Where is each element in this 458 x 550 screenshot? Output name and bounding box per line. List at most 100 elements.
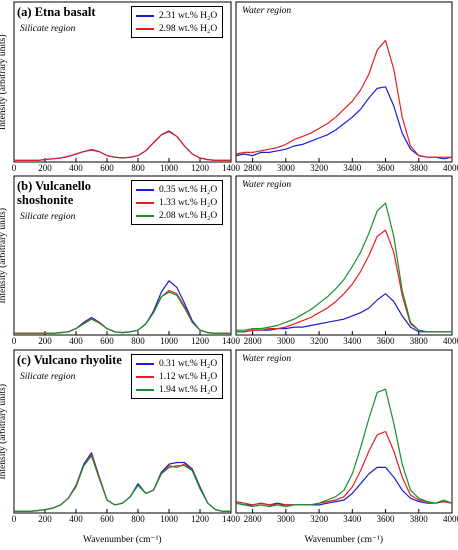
- legend-swatch: [136, 214, 154, 217]
- legend-entry: 1.94 wt.% H₂O: [136, 383, 217, 396]
- legend-swatch: [136, 27, 154, 30]
- spectrum-line: [235, 39, 452, 158]
- x-tick-label: 3600: [376, 514, 395, 524]
- legend-entry: 2.31 wt.% H₂O: [136, 9, 217, 22]
- legend-label: 1.12 wt.% H₂O: [159, 371, 218, 382]
- x-tick-label: 600: [100, 514, 114, 524]
- x-tick-label: 1400: [222, 336, 240, 346]
- panel-frame: [13, 1, 232, 163]
- region-label: Water region: [242, 180, 292, 190]
- x-tick-label: 0: [11, 336, 17, 346]
- region-label: Silicate region: [20, 24, 76, 34]
- spectrum-line: [14, 289, 231, 334]
- x-tick-label: 3800: [409, 514, 428, 524]
- legend: 0.31 wt.% H₂O 1.12 wt.% H₂O 1.94 wt.% H₂O: [131, 354, 224, 399]
- y-axis-label: Intensity (arbitrary units): [0, 34, 8, 130]
- x-tick-label: 2800: [243, 514, 262, 524]
- legend-label: 1.33 wt.% H₂O: [159, 197, 218, 208]
- spectrum-line: [235, 466, 453, 506]
- x-tick-label: 1400: [222, 514, 240, 524]
- x-tick-label: 200: [38, 336, 52, 346]
- x-tick-label: 800: [131, 514, 145, 524]
- x-tick-label: 800: [131, 163, 145, 173]
- x-tick-label: 3600: [376, 163, 395, 173]
- x-tick-label: 3800: [409, 336, 428, 346]
- spectrum-line: [14, 280, 231, 334]
- x-tick-label: 0: [11, 163, 17, 173]
- legend-entry: 1.12 wt.% H₂O: [136, 370, 217, 383]
- legend-swatch: [136, 375, 154, 378]
- spectrum-line: [236, 293, 452, 333]
- legend-label: 2.08 wt.% H₂O: [159, 210, 218, 221]
- x-tick-label: 3200: [310, 514, 329, 524]
- x-tick-label: 1000: [160, 336, 178, 346]
- legend-swatch: [136, 388, 154, 391]
- legend-entry: 0.35 wt.% H₂O: [136, 183, 217, 196]
- x-tick-label: 1000: [160, 163, 178, 173]
- y-axis-label: Intensity (arbitrary units): [0, 207, 8, 304]
- x-tick-label: 3400: [343, 514, 362, 524]
- x-tick-label: 0: [11, 514, 17, 524]
- legend-swatch: [136, 188, 154, 191]
- panel-frame: [235, 175, 453, 336]
- panel-title: (a) Etna basalt: [17, 5, 96, 19]
- x-tick-label: 3000: [276, 163, 295, 173]
- x-tick-label: 1200: [191, 514, 209, 524]
- panel-frame: [235, 349, 453, 514]
- y-axis-label: Intensity (arbitrary units): [0, 383, 8, 480]
- x-tick-label: 1000: [160, 514, 178, 524]
- x-tick-label: 3000: [276, 336, 295, 346]
- spectrum-line: [235, 388, 453, 508]
- x-tick-label: 4000: [443, 336, 458, 346]
- spectrum-line: [235, 430, 453, 506]
- panel-frame: [13, 349, 232, 514]
- x-axis-label: Wavenumber (cm⁻¹): [83, 535, 162, 545]
- x-tick-label: 1200: [191, 336, 209, 346]
- legend-swatch: [136, 362, 154, 365]
- spectrum-line: [14, 455, 231, 512]
- x-tick-label: 3200: [310, 336, 329, 346]
- spectrum-line: [14, 130, 231, 161]
- x-tick-label: 4000: [443, 163, 458, 173]
- region-label: Silicate region: [20, 212, 76, 222]
- legend-entry: 2.98 wt.% H₂O: [136, 22, 217, 35]
- x-tick-label: 400: [69, 163, 83, 173]
- x-tick-label: 400: [69, 514, 83, 524]
- legend-label: 1.94 wt.% H₂O: [159, 384, 218, 395]
- region-label: Water region: [242, 6, 292, 16]
- x-tick-label: 2800: [243, 163, 262, 173]
- panel-title: (c) Vulcano rhyolite: [17, 353, 122, 367]
- x-tick-label: 1200: [191, 163, 209, 173]
- spectrum-line: [14, 131, 231, 161]
- x-tick-label: 800: [131, 336, 145, 346]
- region-label: Water region: [242, 354, 292, 364]
- x-tick-label: 600: [100, 163, 114, 173]
- spectrum-line: [236, 202, 452, 333]
- legend-entry: 2.08 wt.% H₂O: [136, 209, 217, 222]
- x-tick-label: 200: [38, 514, 52, 524]
- x-tick-label: 2800: [243, 336, 262, 346]
- x-tick-label: 600: [100, 336, 114, 346]
- legend-label: 2.98 wt.% H₂O: [159, 23, 218, 34]
- legend-swatch: [136, 201, 154, 204]
- x-tick-label: 3400: [343, 336, 362, 346]
- legend: 0.35 wt.% H₂O 1.33 wt.% H₂O 2.08 wt.% H₂O: [131, 180, 224, 225]
- spectrum-line: [14, 291, 231, 334]
- x-tick-label: 400: [69, 336, 83, 346]
- legend-swatch: [136, 14, 154, 17]
- legend-entry: 0.31 wt.% H₂O: [136, 357, 217, 370]
- region-label: Silicate region: [20, 372, 76, 382]
- x-tick-label: 3800: [409, 163, 428, 173]
- spectrum-line: [235, 86, 453, 160]
- x-tick-label: 4000: [443, 514, 458, 524]
- legend-entry: 1.33 wt.% H₂O: [136, 196, 217, 209]
- x-tick-label: 3600: [376, 336, 395, 346]
- x-tick-label: 1400: [222, 163, 240, 173]
- legend-label: 0.31 wt.% H₂O: [159, 358, 218, 369]
- x-tick-label: 3000: [276, 514, 295, 524]
- panel-title: (b) Vulcanello shoshonite: [17, 179, 91, 207]
- x-tick-label: 200: [38, 163, 52, 173]
- panel-frame: [13, 175, 232, 336]
